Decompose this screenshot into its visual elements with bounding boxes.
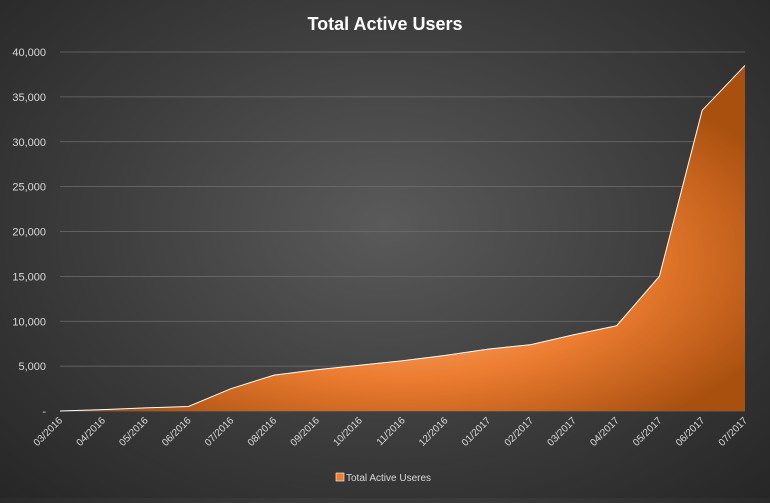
x-tick-label: 06/2016 (160, 415, 194, 449)
x-tick-label: 12/2016 (417, 415, 451, 449)
x-tick-label: 02/2017 (503, 415, 537, 449)
series-area (60, 65, 745, 411)
y-tick-label: 15,000 (12, 271, 46, 283)
x-tick-label: 05/2017 (631, 415, 665, 449)
y-axis: - 5,000 10,000 15,000 20,000 25,000 30,000 35,0… (12, 47, 46, 418)
legend-swatch (336, 473, 344, 481)
y-tick-label: 10,000 (12, 316, 46, 328)
x-tick-label: 05/2016 (117, 415, 151, 449)
y-tick-label: 40,000 (12, 47, 46, 59)
y-tick-label: - (42, 406, 46, 418)
y-tick-label: 20,000 (12, 227, 46, 239)
area-fill (60, 65, 745, 411)
chart-title: Total Active Users (307, 14, 462, 34)
x-tick-label: 04/2016 (75, 415, 109, 449)
x-tick-label: 03/2017 (546, 415, 580, 449)
x-tick-label: 09/2016 (289, 415, 323, 449)
x-tick-label: 08/2016 (246, 415, 280, 449)
x-tick-label: 01/2017 (460, 415, 494, 449)
y-tick-label: 30,000 (12, 137, 46, 149)
x-tick-label: 06/2017 (674, 415, 708, 449)
legend: Total Active Useres (336, 473, 431, 484)
x-tick-label: 07/2016 (203, 415, 237, 449)
x-tick-label: 11/2016 (375, 415, 408, 448)
x-tick-label: 10/2016 (331, 415, 365, 449)
y-tick-label: 35,000 (12, 92, 46, 104)
y-tick-label: 5,000 (18, 361, 46, 373)
y-tick-label: 25,000 (12, 182, 46, 194)
x-tick-label: 03/2016 (32, 415, 66, 449)
x-tick-label: 04/2017 (588, 415, 622, 449)
x-tick-label: 07/2017 (717, 415, 751, 449)
legend-label: Total Active Useres (346, 473, 431, 484)
